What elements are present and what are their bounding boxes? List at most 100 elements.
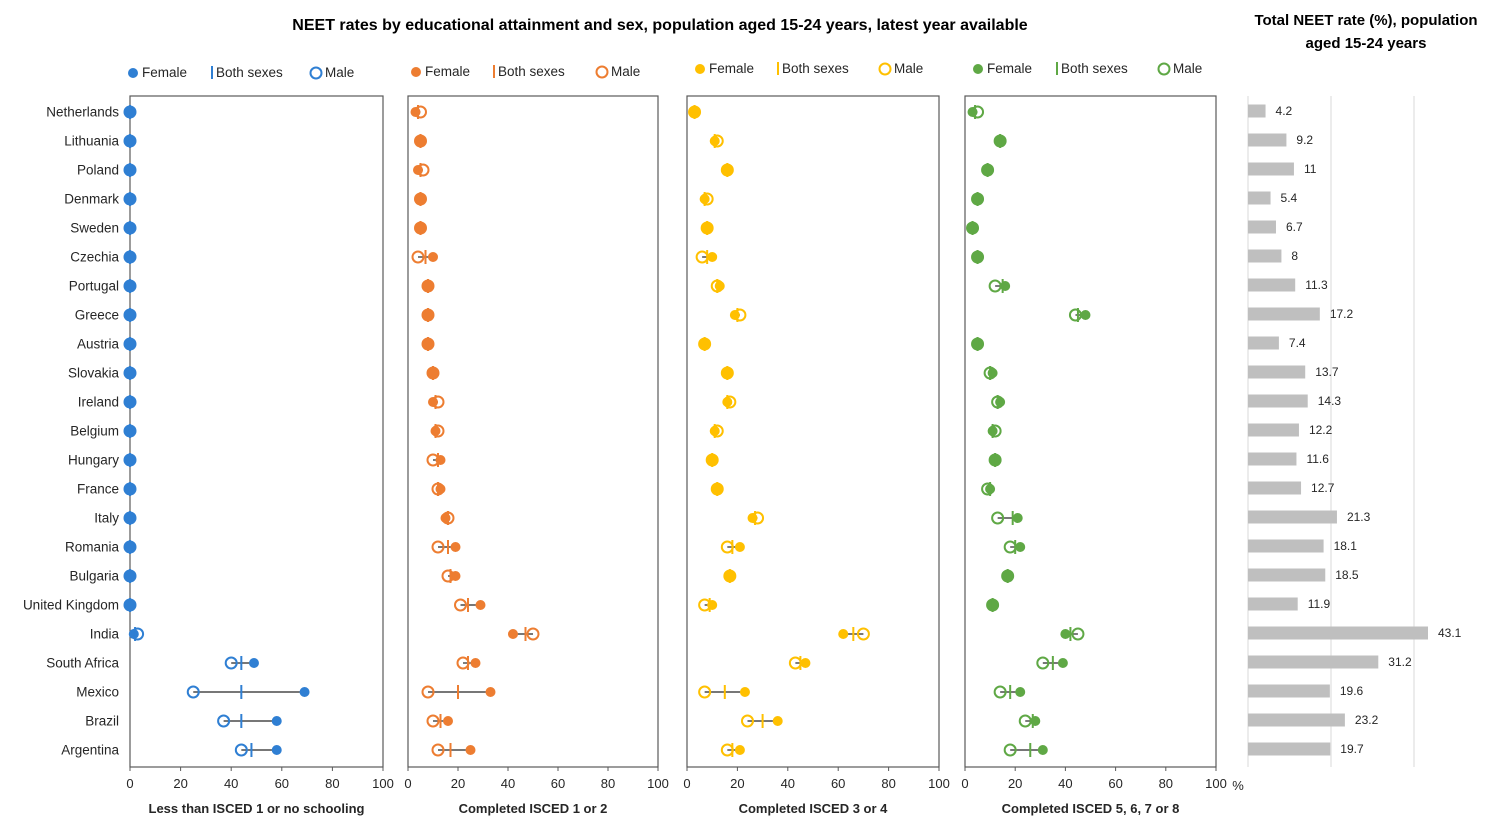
country-label: Portugal xyxy=(69,279,119,294)
legend-label-female: Female xyxy=(142,65,187,80)
country-label: Argentina xyxy=(61,743,119,758)
male-point xyxy=(421,685,435,699)
male-point xyxy=(123,308,137,322)
female-point xyxy=(1015,542,1026,552)
bar-value-label: 11 xyxy=(1304,162,1317,176)
total-bar xyxy=(1248,133,1287,147)
male-point xyxy=(411,250,425,264)
bar-value-label: 11.9 xyxy=(1308,597,1331,611)
bar-value-label: 9.2 xyxy=(1296,133,1313,147)
total-bar xyxy=(1248,481,1302,495)
male-point xyxy=(224,656,238,670)
x-tick-label: 40 xyxy=(501,776,515,791)
male-point xyxy=(414,221,427,235)
male-point xyxy=(421,279,435,293)
country-label: India xyxy=(90,627,120,642)
total-bar xyxy=(1248,278,1296,292)
country-label: Lithuania xyxy=(64,134,119,149)
female-point xyxy=(739,687,750,697)
female-point xyxy=(1060,629,1071,639)
male-point xyxy=(1003,743,1017,757)
male-point xyxy=(123,482,137,496)
female-point xyxy=(128,629,139,639)
legend-marker-male xyxy=(1157,62,1171,76)
country-label: Mexico xyxy=(76,685,119,700)
male-point xyxy=(217,714,231,728)
male-point xyxy=(426,714,440,728)
male-point xyxy=(414,134,427,148)
x-tick-label: 0 xyxy=(961,776,968,791)
country-label: Romania xyxy=(65,540,120,555)
male-point xyxy=(971,192,985,206)
country-label: Poland xyxy=(77,163,119,178)
legend-marker-female xyxy=(973,64,983,74)
x-tick-label: 100 xyxy=(1205,776,1227,791)
side-title-line-1: Total NEET rate (%), population xyxy=(1254,12,1477,29)
total-bar xyxy=(1248,713,1345,727)
bar-value-label: 4.2 xyxy=(1276,104,1293,118)
male-point xyxy=(431,395,445,409)
legend-label-male: Male xyxy=(894,61,923,76)
female-point xyxy=(465,745,476,755)
male-point xyxy=(426,453,440,467)
chart-title: NEET rates by educational attainment and… xyxy=(292,17,1027,34)
legend-marker-male xyxy=(309,66,323,80)
male-point xyxy=(710,424,724,438)
total-bar xyxy=(1248,249,1282,263)
female-point xyxy=(734,745,745,755)
female-point xyxy=(475,600,486,610)
legend-marker-male xyxy=(878,62,892,76)
legend-label-both: Both sexes xyxy=(782,61,849,76)
x-tick-label: 0 xyxy=(404,776,411,791)
male-point xyxy=(123,192,137,206)
female-point xyxy=(508,629,518,639)
male-point xyxy=(123,540,137,554)
male-point xyxy=(123,221,137,235)
male-point xyxy=(720,163,734,177)
bar-value-label: 12.7 xyxy=(1311,481,1335,495)
male-point xyxy=(700,192,714,206)
total-bar xyxy=(1248,742,1331,756)
male-point xyxy=(123,453,137,467)
legend-label-male: Male xyxy=(611,64,640,79)
male-point xyxy=(981,482,995,496)
male-point xyxy=(431,482,445,496)
male-point xyxy=(1018,714,1032,728)
male-point xyxy=(710,482,724,496)
male-point xyxy=(454,598,467,612)
male-point xyxy=(1036,656,1050,670)
bar-value-label: 18.5 xyxy=(1335,568,1359,582)
male-point xyxy=(123,511,137,525)
male-point xyxy=(971,105,985,119)
male-point xyxy=(966,221,980,235)
male-point xyxy=(123,569,137,583)
male-point xyxy=(131,627,145,641)
male-point xyxy=(123,366,137,380)
bar-value-label: 43.1 xyxy=(1438,626,1462,640)
bar-value-label: 13.7 xyxy=(1315,365,1339,379)
male-point xyxy=(720,743,734,757)
female-point xyxy=(1080,310,1091,320)
legend-label-female: Female xyxy=(709,61,754,76)
male-point xyxy=(988,279,1002,293)
male-point xyxy=(991,395,1005,409)
x-tick-label: 20 xyxy=(173,776,187,791)
male-point xyxy=(1071,627,1085,641)
total-bar xyxy=(1248,423,1299,437)
x-tick-label: 60 xyxy=(551,776,565,791)
male-point xyxy=(456,656,470,670)
male-point xyxy=(421,308,435,322)
x-tick-label: 40 xyxy=(1058,776,1072,791)
bar-value-label: 5.4 xyxy=(1281,191,1298,205)
male-point xyxy=(123,163,137,177)
male-point xyxy=(991,511,1005,525)
bar-value-label: 31.2 xyxy=(1388,655,1412,669)
total-bar xyxy=(1248,684,1330,698)
legend-marker-male xyxy=(595,65,609,79)
x-axis-title: Less than ISCED 1 or no schooling xyxy=(149,801,365,816)
male-point xyxy=(723,395,737,409)
female-point xyxy=(470,658,481,668)
total-bar xyxy=(1248,568,1326,582)
x-tick-label: 80 xyxy=(1159,776,1173,791)
bar-value-label: 11.3 xyxy=(1305,278,1328,292)
